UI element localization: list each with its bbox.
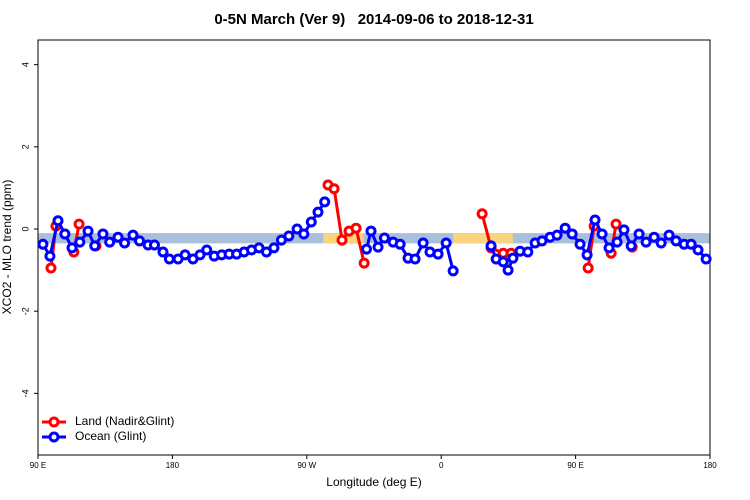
y-axis-label: XCO2 - MLO trend (ppm)	[0, 180, 14, 315]
data-point	[663, 229, 675, 241]
data-point	[611, 236, 623, 248]
y-tick-label: 0	[20, 227, 30, 232]
chart-title: 0-5N March (Ver 9) 2014-09-06 to 2018-12…	[214, 11, 533, 28]
data-point	[692, 244, 704, 256]
data-point	[44, 250, 56, 262]
data-point	[655, 237, 667, 249]
x-tick-label: 90 E	[567, 461, 583, 470]
data-point	[82, 225, 94, 237]
data-point	[485, 240, 497, 252]
x-axis-label: Longitude (deg E)	[326, 475, 421, 489]
data-point	[350, 222, 362, 234]
data-point	[551, 229, 563, 241]
data-point	[589, 214, 601, 226]
data-point	[163, 253, 175, 265]
data-point	[74, 236, 86, 248]
y-tick-label: -2	[20, 307, 30, 315]
data-point	[574, 238, 586, 250]
data-point	[618, 224, 630, 236]
data-point	[581, 249, 593, 261]
data-point	[700, 253, 712, 265]
legend-label: Ocean (Glint)	[75, 429, 146, 443]
x-tick-label: 180	[166, 461, 180, 470]
legend-marker	[48, 431, 60, 443]
data-point	[507, 252, 519, 264]
data-point	[378, 232, 390, 244]
data-point	[312, 206, 324, 218]
data-point	[291, 223, 303, 235]
data-point	[45, 262, 57, 274]
data-point	[502, 264, 514, 276]
x-tick-label: 0	[439, 461, 444, 470]
data-point	[336, 234, 348, 246]
data-point	[157, 246, 169, 258]
data-point	[365, 225, 377, 237]
data-point	[648, 231, 660, 243]
data-point	[59, 228, 71, 240]
legend-label: Land (Nadir&Glint)	[75, 414, 174, 428]
data-point	[640, 236, 652, 248]
data-point	[633, 228, 645, 240]
data-point	[298, 228, 310, 240]
x-tick-label: 180	[703, 461, 717, 470]
data-point	[610, 218, 622, 230]
data-point	[447, 265, 459, 277]
data-point	[361, 243, 373, 255]
data-point	[394, 238, 406, 250]
data-point	[89, 240, 101, 252]
data-point	[148, 239, 160, 251]
data-point	[559, 222, 571, 234]
data-point	[268, 242, 280, 254]
data-point	[134, 235, 146, 247]
data-point	[596, 228, 608, 240]
data-point	[685, 238, 697, 250]
data-point	[127, 229, 139, 241]
y-tick-label: -4	[20, 389, 30, 397]
data-point	[201, 244, 213, 256]
plot-frame	[37, 39, 711, 456]
x-tick-label: 90 W	[297, 461, 316, 470]
data-point	[603, 242, 615, 254]
y-tick-label: 4	[20, 62, 30, 67]
data-point	[112, 231, 124, 243]
data-point	[328, 183, 340, 195]
data-point	[37, 238, 49, 250]
data-point	[119, 237, 131, 249]
data-point	[97, 228, 109, 240]
data-point	[409, 253, 421, 265]
data-point	[66, 242, 78, 254]
data-point	[194, 249, 206, 261]
data-point	[625, 240, 637, 252]
data-point	[476, 208, 488, 220]
data-point	[104, 236, 116, 248]
data-point	[417, 237, 429, 249]
data-point	[566, 228, 578, 240]
y-tick-label: 2	[20, 144, 30, 149]
data-point	[319, 196, 331, 208]
data-point	[179, 249, 191, 261]
data-point	[305, 216, 317, 228]
series-line	[51, 185, 632, 268]
legend-marker	[48, 416, 60, 428]
data-point	[522, 246, 534, 258]
data-point	[52, 215, 64, 227]
data-point	[432, 248, 444, 260]
land-band	[453, 233, 513, 244]
data-point	[283, 230, 295, 242]
data-point	[497, 256, 509, 268]
data-point	[73, 218, 85, 230]
data-point	[358, 257, 370, 269]
data-point	[372, 241, 384, 253]
x-tick-label: 90 E	[30, 461, 46, 470]
data-point	[440, 237, 452, 249]
data-point	[582, 262, 594, 274]
